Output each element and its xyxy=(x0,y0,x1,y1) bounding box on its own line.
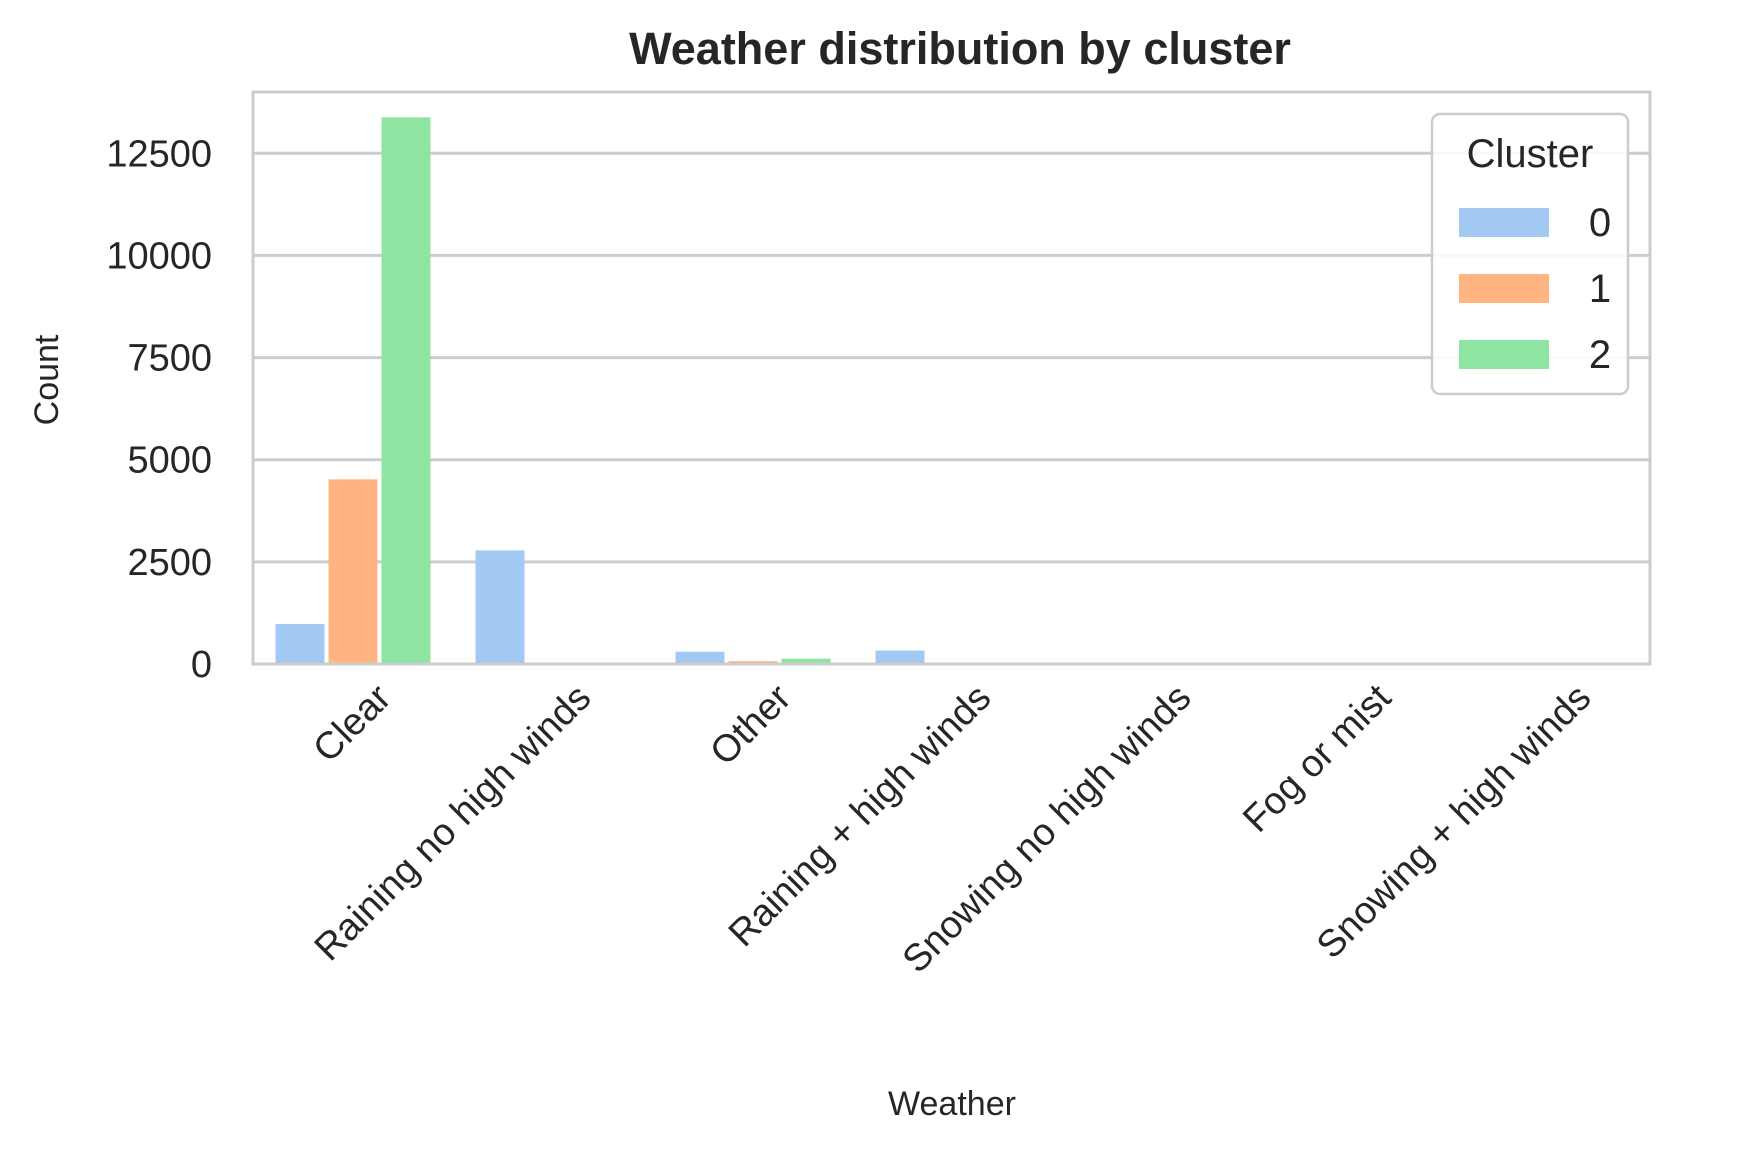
x-tick-label: Other xyxy=(702,676,799,773)
legend-title: Cluster xyxy=(1467,132,1594,176)
legend-swatch xyxy=(1459,340,1549,369)
y-tick-label: 10000 xyxy=(106,235,212,277)
bar xyxy=(275,623,325,664)
y-axis-label: Count xyxy=(28,334,66,425)
bar xyxy=(381,117,431,665)
legend-swatch xyxy=(1459,208,1549,237)
chart-title: Weather distribution by cluster xyxy=(629,23,1291,74)
x-axis-label: Weather xyxy=(888,1085,1016,1123)
y-tick-label: 5000 xyxy=(127,440,212,482)
bar xyxy=(781,658,831,664)
legend-swatch xyxy=(1459,274,1549,303)
legend-label: 0 xyxy=(1589,201,1611,245)
legend-label: 1 xyxy=(1589,267,1611,311)
y-tick-label: 12500 xyxy=(106,133,212,175)
y-tick-label: 7500 xyxy=(127,338,212,380)
legend: Cluster 0 1 2 xyxy=(1430,112,1630,396)
y-tick-label: 2500 xyxy=(127,542,212,584)
bar xyxy=(475,550,525,664)
plot-frame xyxy=(251,90,1652,666)
bars xyxy=(275,117,1631,665)
legend-label: 2 xyxy=(1589,333,1611,377)
x-tick-label: Fog or mist xyxy=(1235,676,1399,840)
bar xyxy=(328,479,378,664)
grid-lines xyxy=(253,151,1650,564)
legend-box xyxy=(1430,112,1630,396)
bar xyxy=(875,650,925,664)
x-tick-label: Clear xyxy=(305,676,399,770)
legend-items: 0 1 2 xyxy=(1459,201,1611,377)
y-tick-labels: 0 2500 5000 7500 10000 12500 xyxy=(106,133,212,686)
y-tick-label: 0 xyxy=(191,644,212,686)
bar xyxy=(675,651,725,664)
